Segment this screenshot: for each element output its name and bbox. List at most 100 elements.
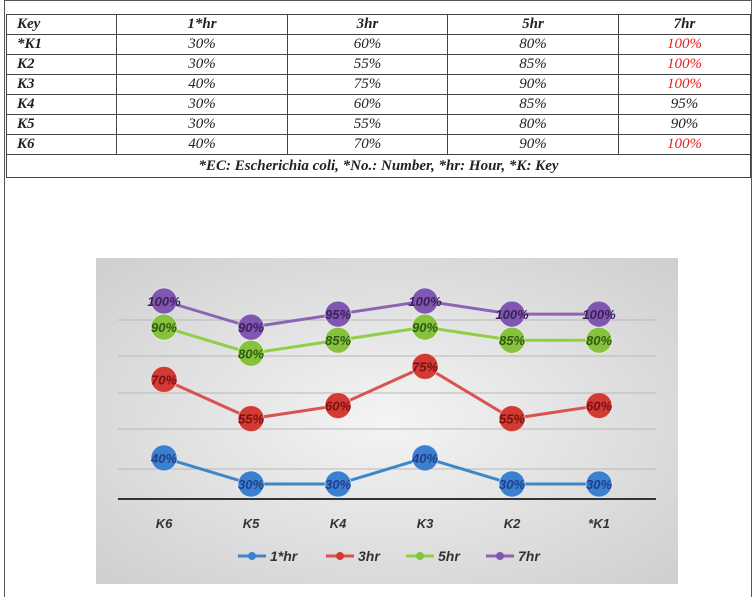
row-value-cell: 40% [116, 134, 288, 155]
data-point [411, 352, 439, 380]
row-key-cell: *K1 [6, 34, 117, 55]
header-1hr: 1*hr [116, 14, 288, 35]
data-point [237, 313, 265, 341]
header-7hr: 7hr [618, 14, 751, 35]
data-label: 80% [586, 333, 612, 348]
data-label: 90% [238, 320, 264, 335]
data-label: 85% [499, 333, 525, 348]
data-point [150, 287, 178, 315]
data-point [237, 405, 265, 433]
table-row: *K1 30% 60% 80% 100% [6, 34, 751, 55]
row-key-cell: K4 [6, 94, 117, 115]
data-label: 40% [411, 451, 438, 466]
row-value-cell: 100% [618, 34, 751, 55]
row-value-cell: 85% [447, 94, 619, 115]
row-value-cell: 30% [116, 34, 288, 55]
data-point [411, 287, 439, 315]
row-value-cell: 80% [447, 34, 619, 55]
x-tick-label: K3 [417, 516, 434, 531]
x-tick-label: *K1 [588, 516, 610, 531]
series-line [163, 325, 599, 355]
chart-background [96, 258, 678, 584]
row-value-cell: 85% [447, 54, 619, 75]
data-point [411, 444, 439, 472]
data-label: 55% [238, 412, 264, 427]
row-value-cell: 100% [618, 134, 751, 155]
legend-item: 3hr [326, 548, 381, 564]
table-header-row: Key 1*hr 3hr 5hr 7hr [6, 14, 751, 35]
data-label: 75% [412, 359, 438, 374]
data-label: 30% [499, 477, 525, 492]
data-point [498, 470, 526, 498]
x-tick-label: K4 [330, 516, 347, 531]
data-label: 60% [586, 399, 612, 414]
data-label: 70% [151, 372, 177, 387]
data-label: 30% [586, 477, 612, 492]
legend-item: 5hr [406, 548, 461, 564]
line-chart-svg: 40% 30% 30% 40% 30% 30% 70% 55% 60% 75% 55% 60% 90% 8… [96, 258, 678, 584]
data-label: 100% [408, 294, 442, 309]
legend-label: 5hr [438, 548, 461, 564]
header-3hr: 3hr [287, 14, 448, 35]
row-key-cell: K3 [6, 74, 117, 95]
x-tick-label: K2 [504, 516, 521, 531]
data-label: 60% [325, 399, 351, 414]
data-label: 85% [325, 333, 351, 348]
data-label: 30% [325, 477, 351, 492]
row-value-cell: 90% [618, 114, 751, 135]
series-line [163, 456, 599, 486]
row-key-cell: K5 [6, 114, 117, 135]
series-line [163, 299, 599, 329]
data-label: 100% [495, 307, 529, 322]
data-label: 80% [238, 346, 264, 361]
data-point [324, 392, 352, 420]
header-key: Key [6, 14, 117, 35]
legend-marker [248, 552, 256, 560]
legend-item: 1*hr [238, 548, 299, 564]
table-row: K6 40% 70% 90% 100% [6, 134, 751, 155]
data-label: 90% [412, 320, 438, 335]
figure-frame [4, 0, 752, 597]
row-key-cell: K2 [6, 54, 117, 75]
row-value-cell: 55% [287, 54, 448, 75]
header-5hr: 5hr [447, 14, 619, 35]
data-point [237, 470, 265, 498]
row-value-cell: 70% [287, 134, 448, 155]
data-label: 55% [499, 412, 525, 427]
row-value-cell: 95% [618, 94, 751, 115]
data-label: 100% [147, 294, 181, 309]
table-row: K2 30% 55% 85% 100% [6, 54, 751, 75]
data-point [585, 470, 613, 498]
data-point [324, 300, 352, 328]
data-label: 30% [238, 477, 264, 492]
data-label: 40% [150, 451, 177, 466]
table-row: K3 40% 75% 90% 100% [6, 74, 751, 95]
results-table: Key 1*hr 3hr 5hr 7hr *K1 30% 60% 80% 100% K2 3… [6, 14, 751, 178]
data-point [498, 405, 526, 433]
data-point [498, 300, 526, 328]
data-label: 90% [151, 320, 177, 335]
table-footnote: *EC: Escherichia coli, *No.: Number, *hr… [6, 154, 751, 178]
legend-marker [416, 552, 424, 560]
row-value-cell: 100% [618, 74, 751, 95]
series-line [163, 364, 600, 421]
row-value-cell: 80% [447, 114, 619, 135]
table-row: K4 30% 60% 85% 95% [6, 94, 751, 115]
data-point [324, 470, 352, 498]
legend-label: 1*hr [270, 548, 299, 564]
row-value-cell: 30% [116, 114, 288, 135]
legend-marker [336, 552, 344, 560]
legend-item: 7hr [486, 548, 541, 564]
data-point [585, 392, 613, 420]
data-point [585, 300, 613, 328]
row-value-cell: 90% [447, 74, 619, 95]
row-value-cell: 60% [287, 94, 448, 115]
table-row: K5 30% 55% 80% 90% [6, 114, 751, 135]
x-tick-label: K6 [156, 516, 173, 531]
data-point [150, 365, 178, 393]
data-label: 100% [582, 307, 616, 322]
legend-label: 3hr [358, 548, 381, 564]
row-value-cell: 100% [618, 54, 751, 75]
row-value-cell: 90% [447, 134, 619, 155]
row-value-cell: 40% [116, 74, 288, 95]
